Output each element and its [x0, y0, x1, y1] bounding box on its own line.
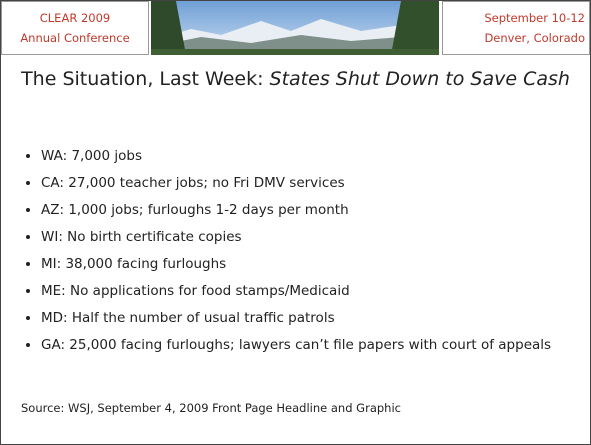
bullet: WI: No birth certificate copies: [41, 228, 581, 246]
header-line: September 10-12: [484, 11, 585, 25]
bullet: WA: 7,000 jobs: [41, 147, 581, 165]
header-line: Denver, Colorado: [484, 31, 585, 45]
bullet: GA: 25,000 facing furloughs; lawyers can…: [41, 336, 581, 354]
bullet-list: WA: 7,000 jobs CA: 27,000 teacher jobs; n…: [19, 147, 581, 363]
title-italic: States Shut Down to Save Cash: [269, 68, 570, 90]
bullet: CA: 27,000 teacher jobs; no Fri DMV serv…: [41, 174, 581, 192]
bullet: ME: No applications for food stamps/Medi…: [41, 282, 581, 300]
header-right: September 10-12 Denver, Colorado: [442, 1, 590, 55]
header-line: Annual Conference: [20, 31, 130, 45]
bullet: AZ: 1,000 jobs; furloughs 1-2 days per m…: [41, 201, 581, 219]
header-image: [151, 1, 439, 55]
slide-title: The Situation, Last Week: States Shut Do…: [21, 65, 570, 93]
header-line: CLEAR 2009: [39, 11, 111, 25]
header-left: CLEAR 2009 Annual Conference: [1, 1, 149, 55]
bullet: MI: 38,000 facing furloughs: [41, 255, 581, 273]
title-plain: The Situation, Last Week:: [21, 68, 270, 90]
bullet: MD: Half the number of usual traffic pat…: [41, 309, 581, 327]
source: Source: WSJ, September 4, 2009 Front Pag…: [21, 401, 401, 415]
